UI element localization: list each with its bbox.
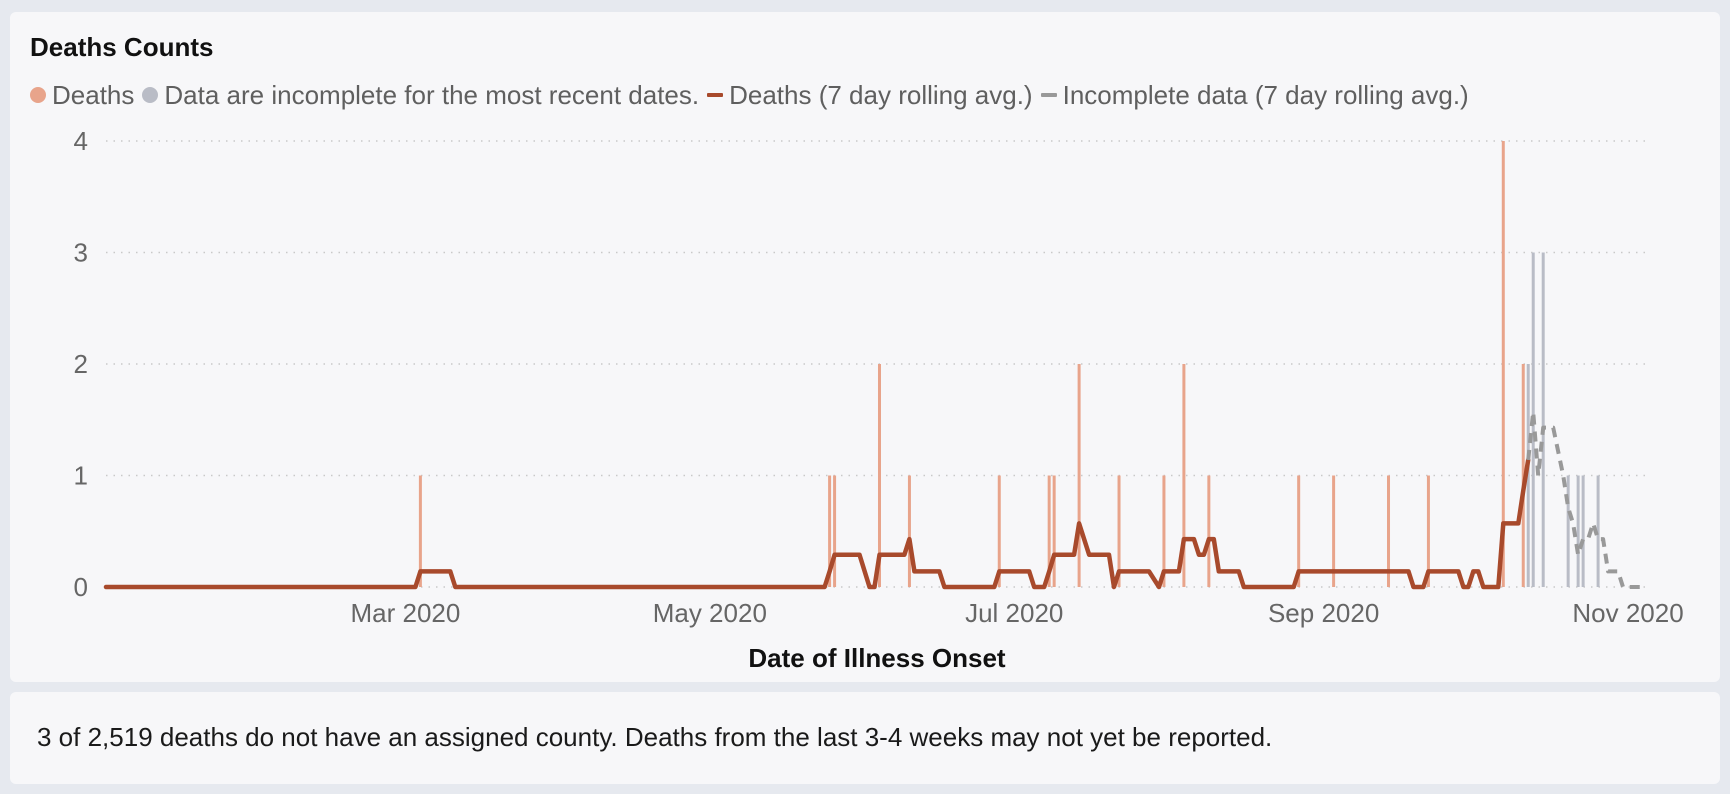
footnote-panel: 3 of 2,519 deaths do not have an assigne…: [10, 692, 1720, 784]
bar: [828, 475, 832, 587]
legend-dot-icon: [142, 87, 159, 103]
bar: [1207, 475, 1211, 587]
bar: [1526, 364, 1530, 587]
incomplete-rolling-avg-line: [1526, 409, 1643, 589]
y-tick-label: 0: [74, 572, 88, 602]
legend-item[interactable]: Deaths (7 day rolling avg.): [707, 79, 1033, 111]
x-tick-label: Nov 2020: [1572, 598, 1683, 628]
bar: [418, 475, 422, 587]
bar: [997, 475, 1001, 587]
bar: [1581, 475, 1585, 587]
legend-line-icon: [1040, 93, 1057, 97]
deaths-rolling-avg-line: [103, 457, 1531, 590]
legend-label: Data are incomplete for the most recent …: [164, 79, 700, 110]
legend-label: Deaths (7 day rolling avg.): [729, 79, 1033, 110]
chart-title: Deaths Counts: [30, 32, 214, 62]
bar: [833, 475, 837, 587]
chart-legend: Deaths Data are incomplete for the most r…: [30, 78, 1477, 112]
x-tick-label: May 2020: [653, 598, 767, 628]
bar: [1052, 475, 1056, 587]
legend-item[interactable]: Data are incomplete for the most recent …: [142, 80, 699, 111]
bar: [1332, 475, 1336, 587]
bar: [1501, 141, 1505, 587]
bar: [1596, 475, 1600, 587]
x-tick-label: Sep 2020: [1268, 598, 1379, 628]
legend-item[interactable]: Incomplete data (7 day rolling avg.): [1040, 79, 1469, 111]
legend-dot-icon: [30, 87, 46, 103]
bar: [1576, 475, 1580, 587]
bar: [907, 475, 911, 587]
bar: [1521, 364, 1525, 587]
x-axis-title: Date of Illness Onset: [748, 643, 1006, 673]
y-tick-label: 4: [74, 126, 88, 156]
deaths-chart: 0 1 2 3 4 Mar 2020 May 2020 Jul 2020 Sep 2020 Nov…: [74, 126, 1684, 673]
y-tick-label: 3: [74, 238, 88, 268]
x-tick-label: Jul 2020: [965, 598, 1063, 628]
bar: [1182, 364, 1186, 587]
y-tick-label: 2: [74, 349, 88, 379]
legend-label: Deaths: [52, 79, 135, 110]
bar: [1426, 475, 1430, 587]
bar: [877, 364, 881, 587]
bar: [1047, 475, 1051, 587]
bar: [1162, 475, 1166, 587]
x-tick-label: Mar 2020: [350, 598, 460, 628]
footnote-text: 3 of 2,519 deaths do not have an assigne…: [37, 722, 1273, 752]
bar: [1387, 475, 1391, 587]
legend-line-icon: [707, 93, 724, 97]
bar: [1297, 475, 1301, 587]
bar: [1541, 252, 1545, 587]
y-tick-label: 1: [74, 461, 88, 491]
bar: [1117, 475, 1121, 587]
bar: [1566, 475, 1570, 587]
legend-label: Incomplete data (7 day rolling avg.): [1062, 79, 1469, 110]
bar: [1077, 364, 1081, 587]
legend-item[interactable]: Deaths: [30, 80, 134, 111]
